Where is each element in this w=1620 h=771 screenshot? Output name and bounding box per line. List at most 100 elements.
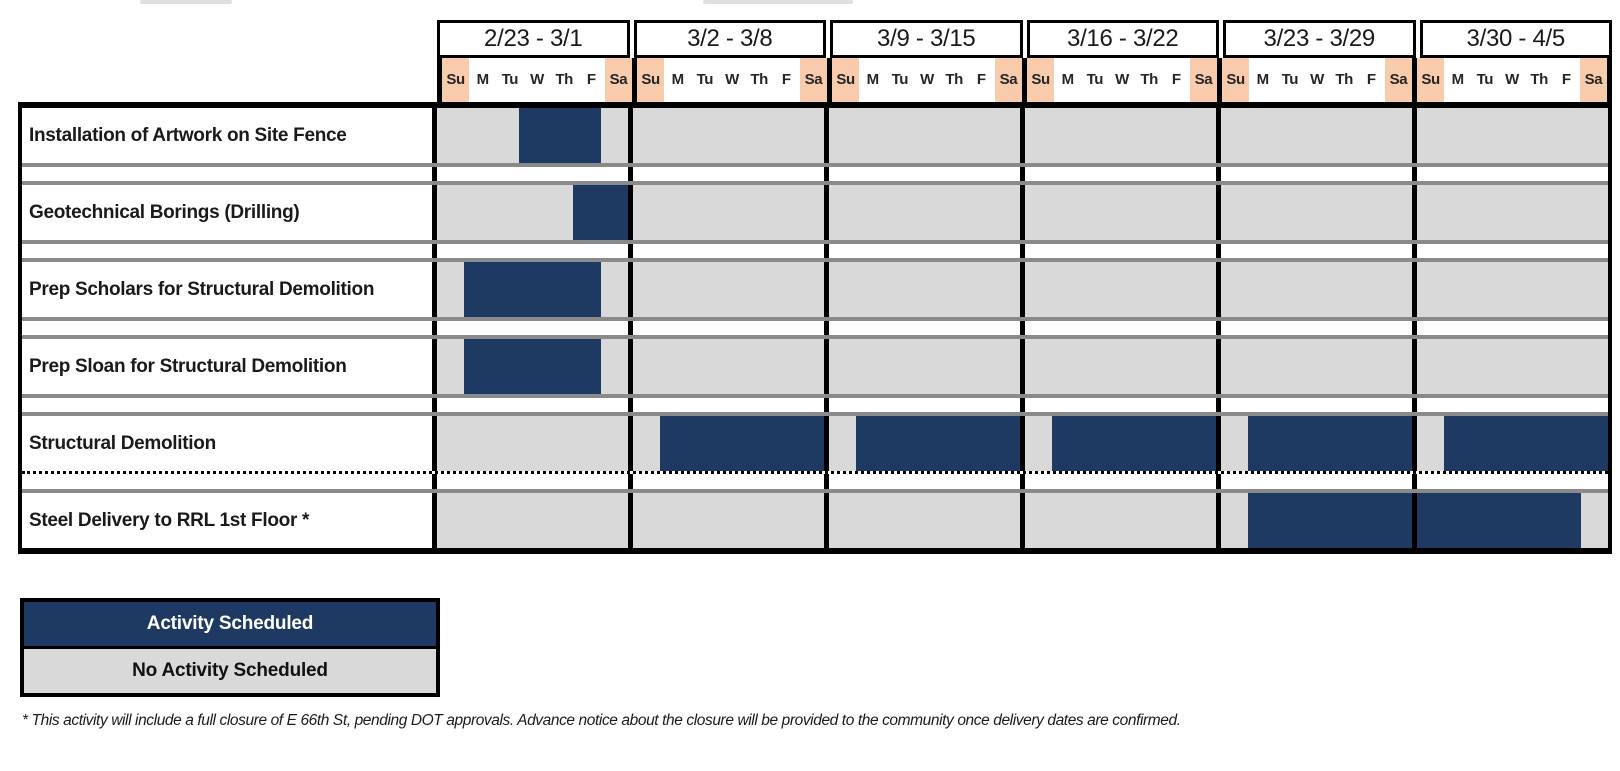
separator-week-cell <box>1221 321 1417 335</box>
scheduled-activity-bar <box>1248 416 1412 471</box>
separator-week-cell <box>1025 167 1221 181</box>
week-header-label: 3/16 - 3/22 <box>1026 20 1219 58</box>
row-separator <box>22 471 1608 493</box>
activity-row: Prep Scholars for Structural Demolition <box>22 262 1608 317</box>
day-header-label: M <box>859 58 887 102</box>
separator-week-cell <box>437 321 633 335</box>
week-cell <box>1221 108 1417 163</box>
day-header-label: Tu <box>1276 58 1304 102</box>
week-cell <box>1025 339 1221 394</box>
scheduled-activity-bar <box>464 262 601 317</box>
day-header-label: F <box>577 58 605 102</box>
separator-week-cell <box>829 321 1025 335</box>
day-header-label: M <box>1444 58 1472 102</box>
week-cell <box>1417 339 1608 394</box>
day-header-label: Su <box>1027 58 1055 102</box>
separator-week-cell <box>437 167 633 181</box>
day-header-label: Th <box>1135 58 1163 102</box>
row-separator <box>22 317 1608 339</box>
day-header-label: Su <box>442 58 470 102</box>
week-cell <box>1417 493 1608 548</box>
footnote: * This activity will include a full clos… <box>22 712 1181 729</box>
activity-label: Geotechnical Borings (Drilling) <box>22 185 437 240</box>
separator-week-cell <box>829 474 1025 489</box>
scheduled-activity-bar <box>660 416 824 471</box>
activity-row: Structural Demolition <box>22 416 1608 471</box>
day-header-label: Sa <box>604 58 632 102</box>
week-cell <box>1025 185 1221 240</box>
separator-week-cell <box>633 474 829 489</box>
scheduled-activity-bar <box>1417 493 1581 548</box>
day-header-label: Tu <box>1471 58 1499 102</box>
day-header-label: W <box>718 58 746 102</box>
scheduled-activity-bar <box>573 185 628 240</box>
week-cell <box>633 339 829 394</box>
week-cell <box>1025 262 1221 317</box>
separator-week-cell <box>437 244 633 258</box>
scheduled-activity-bar <box>464 339 601 394</box>
day-header-label: Tu <box>691 58 719 102</box>
activity-row: Prep Sloan for Structural Demolition <box>22 339 1608 394</box>
week-cell <box>1221 185 1417 240</box>
day-header-label: F <box>967 58 995 102</box>
scheduled-activity-bar <box>1052 416 1216 471</box>
day-header-label: Su <box>1417 58 1445 102</box>
separator-week-cell <box>829 244 1025 258</box>
week-cell <box>1221 339 1417 394</box>
schedule-body: Installation of Artwork on Site Fence Geo… <box>18 102 1612 554</box>
day-header-label: M <box>1054 58 1082 102</box>
week-cell <box>437 185 633 240</box>
day-header-label: F <box>1552 58 1580 102</box>
day-header-label: F <box>1162 58 1190 102</box>
separator-week-cell <box>1221 474 1417 489</box>
week-cell <box>829 108 1025 163</box>
day-header-label: W <box>1498 58 1526 102</box>
separator-week-cell <box>1417 167 1608 181</box>
day-header-label: Su <box>1222 58 1250 102</box>
scheduled-activity-bar <box>518 108 601 163</box>
separator-label-cell <box>22 398 437 412</box>
activity-label: Prep Sloan for Structural Demolition <box>22 339 437 394</box>
separator-label-cell <box>22 244 437 258</box>
week-cell <box>1417 262 1608 317</box>
week-cell <box>829 416 1025 471</box>
week-day-group: Su M Tu W Th F Sa <box>832 58 1027 102</box>
cropped-text-artifact <box>703 0 853 4</box>
week-header-label: 3/23 - 3/29 <box>1223 20 1416 58</box>
day-header-label: W <box>1303 58 1331 102</box>
day-header-label: Th <box>1330 58 1358 102</box>
week-header-row: 2/23 - 3/1 3/2 - 3/8 3/9 - 3/15 3/16 - 3/22… <box>437 20 1612 58</box>
week-cell <box>1221 262 1417 317</box>
separator-week-cell <box>1221 244 1417 258</box>
week-cell <box>1025 416 1221 471</box>
separator-week-cell <box>1025 474 1221 489</box>
legend-label: No Activity Scheduled <box>132 660 328 681</box>
separator-week-cell <box>633 244 829 258</box>
day-header-label: Sa <box>1579 58 1607 102</box>
scheduled-activity-bar <box>1444 416 1608 471</box>
activity-row: Steel Delivery to RRL 1st Floor * <box>22 493 1608 548</box>
week-header-label: 3/2 - 3/8 <box>633 20 826 58</box>
separator-week-cell <box>633 167 829 181</box>
cropped-text-artifact <box>140 0 232 4</box>
day-header-label: Sa <box>1384 58 1412 102</box>
week-cell <box>437 416 633 471</box>
day-header-label: Sa <box>994 58 1022 102</box>
week-day-group: Su M Tu W Th F Sa <box>637 58 832 102</box>
day-header-row: Su M Tu W Th F Sa Su M Tu W Th F Sa Su M Tu W Th F Sa Su M Tu W T… <box>437 58 1612 102</box>
legend-activity-scheduled: Activity Scheduled <box>24 602 436 649</box>
week-cell <box>829 493 1025 548</box>
week-cell <box>1221 493 1417 548</box>
separator-week-cell <box>1221 167 1417 181</box>
schedule-table: 2/23 - 3/1 3/2 - 3/8 3/9 - 3/15 3/16 - 3/22… <box>18 20 1612 554</box>
day-header-label: M <box>469 58 497 102</box>
week-cell <box>633 493 829 548</box>
week-cell <box>1417 185 1608 240</box>
week-cell <box>829 262 1025 317</box>
separator-week-cell <box>1417 474 1608 489</box>
day-header-label: M <box>1249 58 1277 102</box>
day-header-label: F <box>772 58 800 102</box>
week-header-label: 3/9 - 3/15 <box>830 20 1023 58</box>
row-separator <box>22 394 1608 416</box>
